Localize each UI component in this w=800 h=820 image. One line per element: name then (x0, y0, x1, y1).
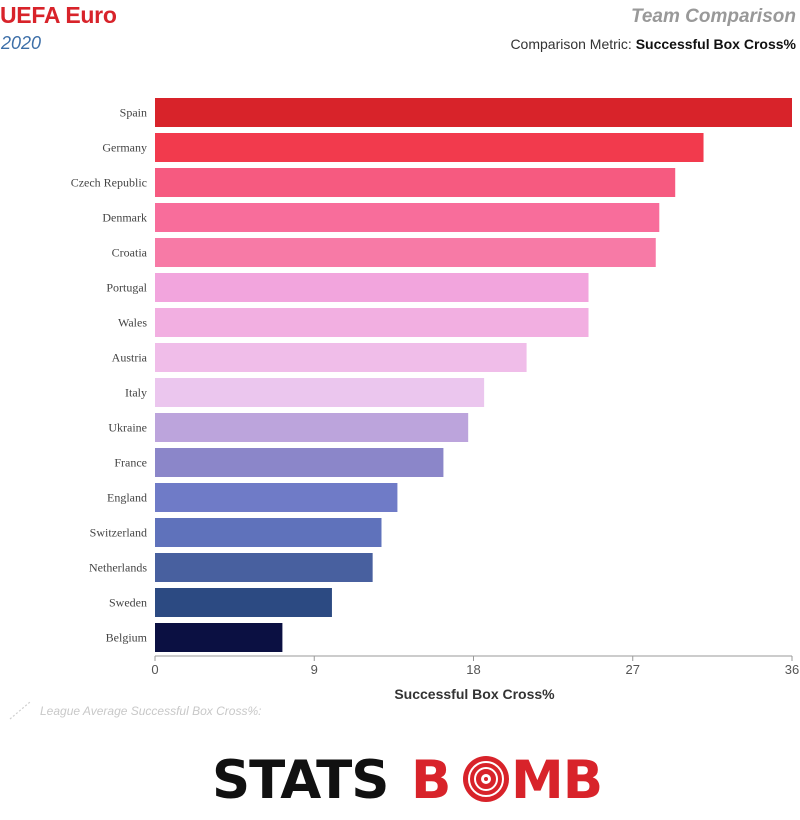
y-tick-label: England (107, 491, 147, 505)
y-tick-label: France (114, 456, 147, 470)
bar-czech-republic (155, 168, 676, 197)
target-icon (463, 756, 509, 802)
y-tick-label: Croatia (112, 246, 148, 260)
x-tick-label: 18 (466, 662, 480, 677)
bar-ukraine (155, 413, 469, 442)
x-tick-label: 0 (151, 662, 158, 677)
y-tick-label: Ukraine (108, 421, 147, 435)
y-tick-label: Italy (125, 386, 147, 400)
chart-subtitle: Team Comparison (630, 6, 796, 27)
y-tick-label: Switzerland (90, 526, 147, 540)
x-tick-label: 27 (626, 662, 640, 677)
chart-title: UEFA Euro (0, 2, 117, 28)
y-tick-label: Austria (112, 351, 148, 365)
bar-chart: Spain Germany Czech Republic Denmark Croatia… (71, 98, 799, 702)
logo-text-b: B (411, 750, 451, 811)
y-tick-label: Spain (120, 106, 147, 120)
logo-text-stats: STATS (212, 750, 388, 811)
bar-germany (155, 133, 704, 162)
x-tick-label: 9 (311, 662, 318, 677)
bar-switzerland (155, 518, 382, 547)
x-tick-label: 36 (785, 662, 799, 677)
league-average-label: League Average Successful Box Cross%: (40, 704, 262, 718)
bar-italy (155, 378, 485, 407)
bar-denmark (155, 203, 660, 232)
bar-belgium (155, 623, 283, 652)
bar-austria (155, 343, 527, 372)
dashed-line-icon (9, 701, 31, 720)
y-tick-label: Portugal (106, 281, 147, 295)
y-tick-label: Belgium (106, 631, 148, 645)
bar-portugal (155, 273, 589, 302)
bar-netherlands (155, 553, 373, 582)
league-average-legend: League Average Successful Box Cross%: (8, 700, 338, 722)
bar-france (155, 448, 444, 477)
x-axis-label: Successful Box Cross% (394, 686, 555, 702)
season-label: 2020 (1, 33, 42, 53)
y-tick-label: Czech Republic (71, 176, 147, 190)
bar-croatia (155, 238, 656, 267)
y-tick-label: Denmark (102, 211, 147, 225)
comparison-metric: Comparison Metric: Successful Box Cross% (510, 36, 796, 52)
y-tick-label: Sweden (109, 596, 147, 610)
y-tick-label: Germany (102, 141, 147, 155)
metric-prefix: Comparison Metric: (510, 36, 632, 52)
statsbomb-logo: STATS B MB (212, 750, 600, 811)
bar-england (155, 483, 398, 512)
bar-sweden (155, 588, 332, 617)
logo-text-mb: MB (511, 750, 600, 811)
metric-name: Successful Box Cross% (635, 36, 796, 52)
y-tick-label: Wales (118, 316, 147, 330)
bar-wales (155, 308, 589, 337)
bar-spain (155, 98, 792, 127)
y-tick-label: Netherlands (89, 561, 147, 575)
